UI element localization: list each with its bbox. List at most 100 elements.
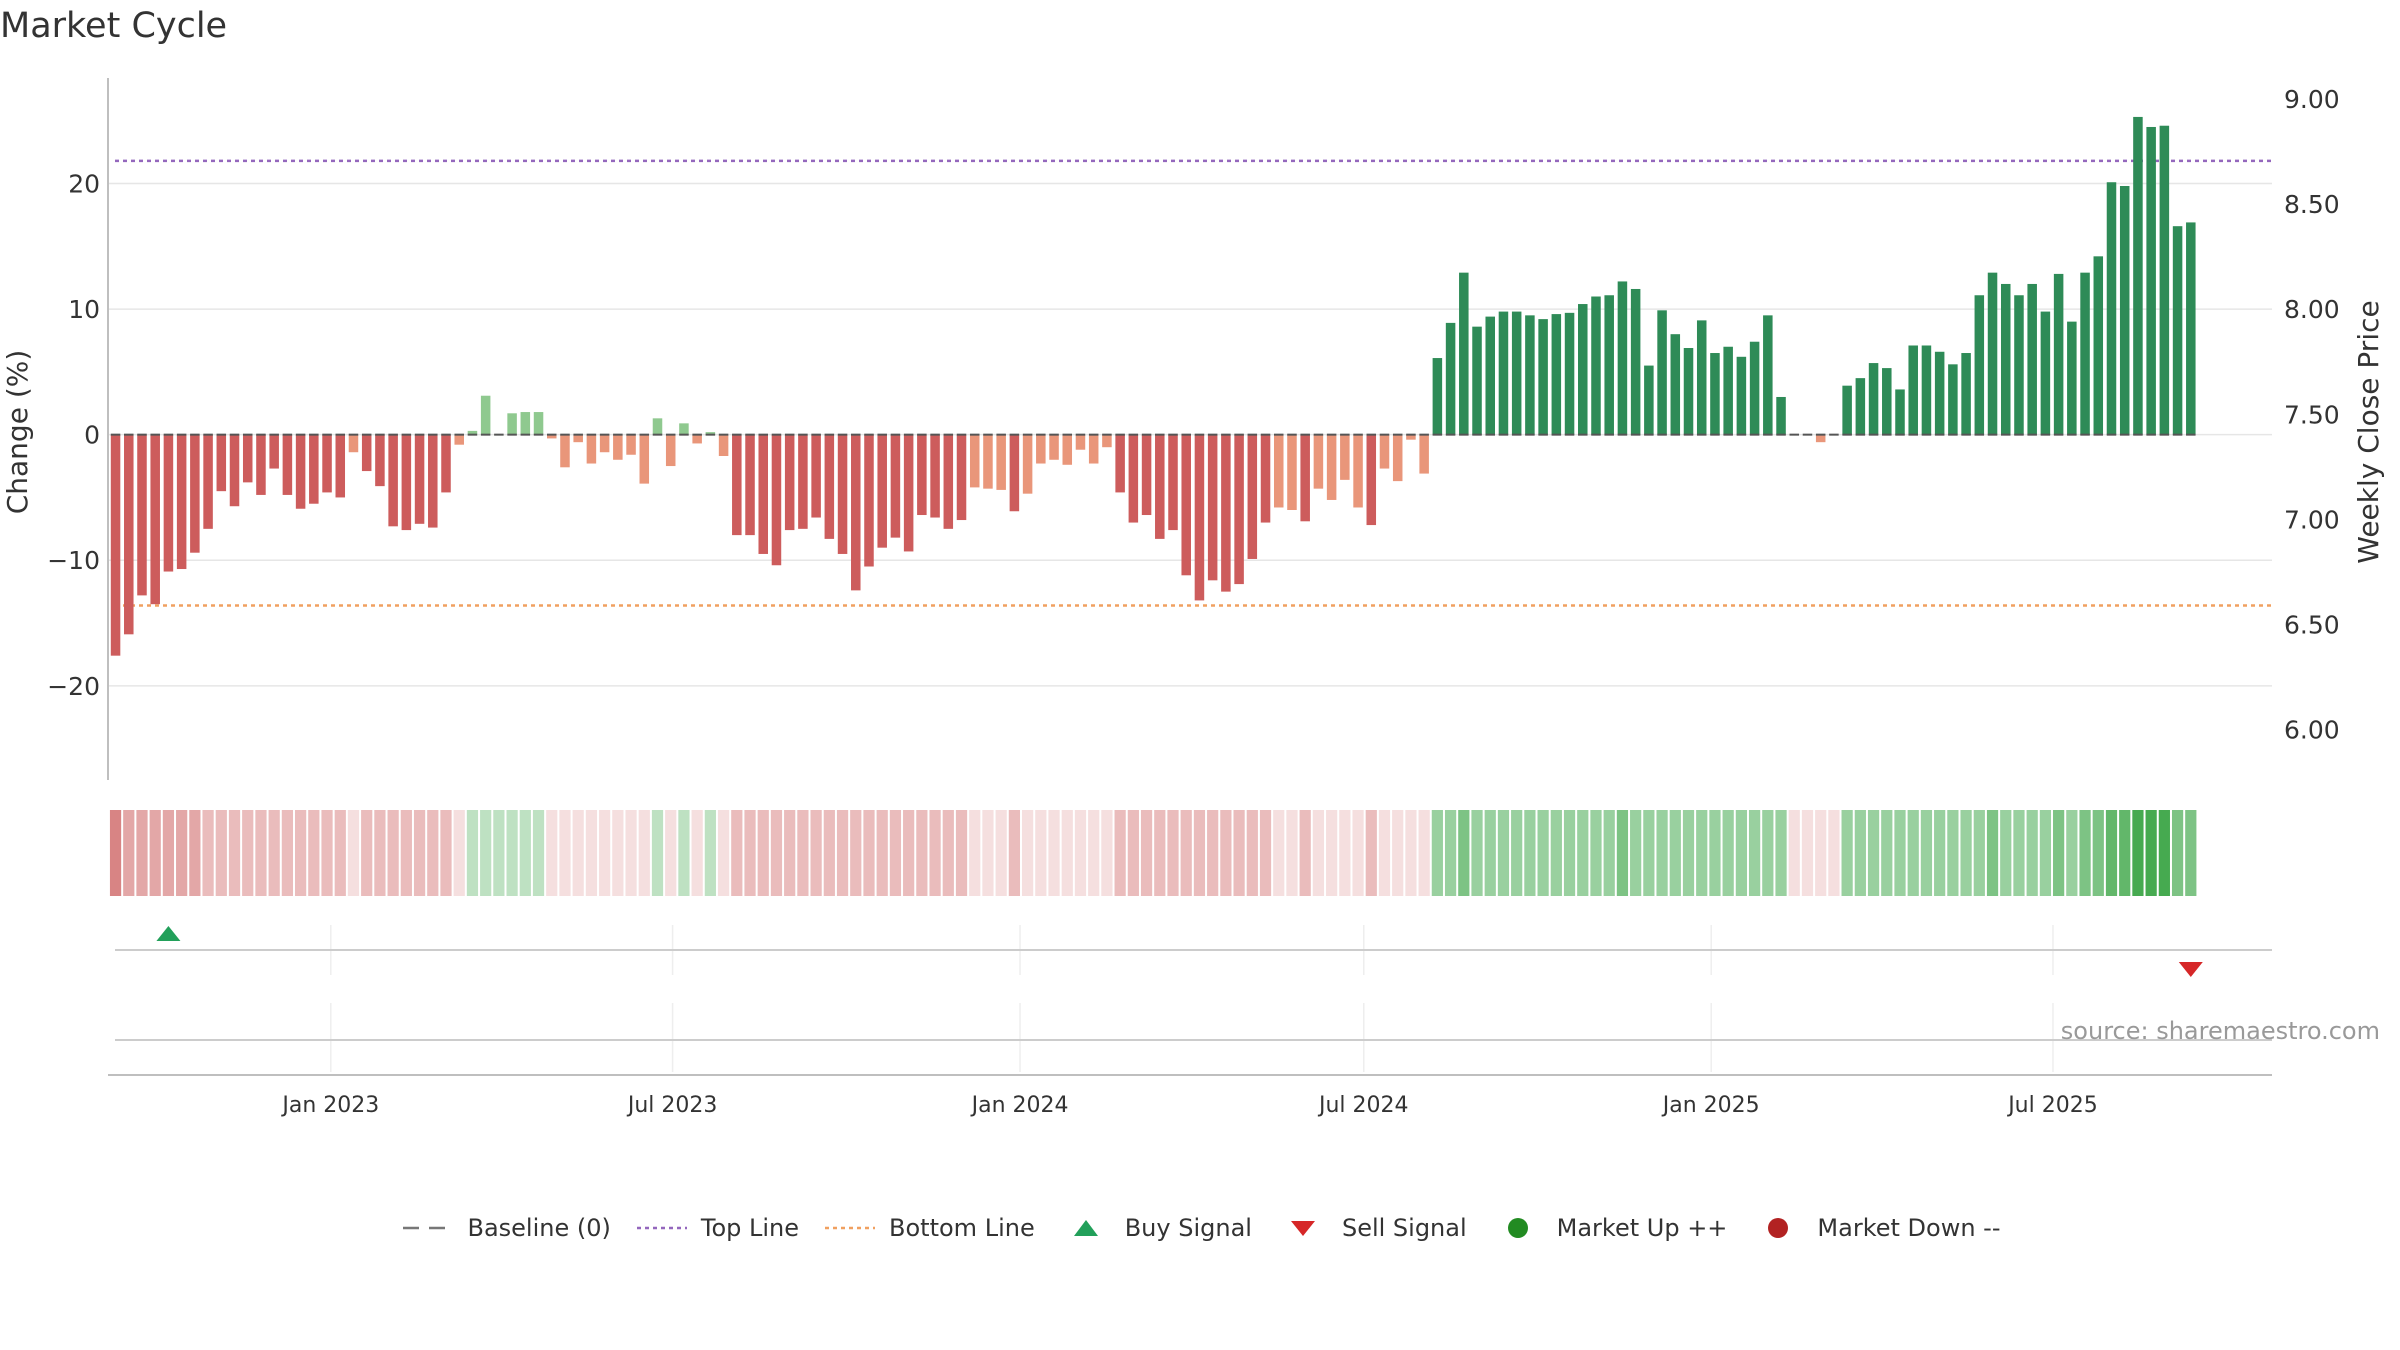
bar — [1326, 434, 1337, 500]
bar — [1102, 434, 1112, 448]
strength-cell — [982, 810, 994, 896]
strength-cell — [2119, 810, 2131, 896]
strength-cell — [1920, 810, 1933, 896]
strength-cell — [1762, 810, 1774, 896]
strength-cell — [228, 810, 241, 896]
strength-cell — [374, 810, 386, 896]
bar — [322, 434, 332, 493]
y-axis-label-left: Change (%) — [1, 350, 34, 515]
strength-cell — [836, 810, 849, 896]
bar — [1168, 434, 1178, 531]
legend-symbol-triangle-down — [1274, 1213, 1332, 1243]
strength-cell — [532, 810, 545, 896]
bar — [784, 434, 795, 531]
legend-label: Top Line — [700, 1214, 800, 1242]
legend-symbol-dot — [821, 1213, 879, 1243]
bar — [110, 434, 121, 656]
y-tick-label-right: 9.00 — [2284, 85, 2340, 114]
strength-cell — [427, 810, 439, 896]
strength-cell — [1867, 810, 1880, 896]
buy-signal-marker — [156, 926, 181, 941]
strength-cell — [969, 810, 981, 896]
y-tick-label-right: 6.50 — [2284, 610, 2340, 639]
strength-cell — [1021, 810, 1034, 896]
strength-cell — [242, 810, 254, 896]
bar — [2172, 226, 2183, 435]
strength-cell — [1061, 810, 1073, 896]
bar — [1868, 363, 1879, 435]
strength-cell — [2132, 810, 2144, 896]
bar — [639, 434, 650, 484]
bar — [2119, 186, 2130, 435]
strength-cell — [2158, 810, 2170, 896]
strength-cell — [1140, 810, 1153, 896]
strength-cell — [109, 810, 122, 896]
bar — [586, 434, 597, 464]
strength-cell — [1682, 810, 1695, 896]
bar — [2053, 273, 2064, 435]
y-tick-label-right: 7.00 — [2284, 505, 2340, 534]
strength-cell — [400, 810, 412, 896]
strength-cell — [691, 810, 703, 896]
bar — [441, 434, 451, 493]
bar — [1221, 434, 1231, 592]
bar — [745, 434, 755, 536]
strength-cell — [1656, 810, 1668, 896]
strength-cell — [1378, 810, 1391, 896]
strength-cell — [321, 810, 333, 896]
strength-cell — [334, 810, 346, 896]
x-tick-label: Jul 2025 — [2006, 1093, 2098, 1118]
bar — [1511, 311, 1522, 435]
bar — [1472, 326, 1482, 435]
strength-cell — [599, 810, 611, 896]
bar — [969, 434, 980, 488]
bar — [176, 434, 187, 570]
bar — [401, 434, 412, 531]
bar — [1300, 434, 1310, 522]
strength-cell — [1815, 810, 1827, 896]
bar — [758, 434, 769, 554]
source-label: source: sharemaestro.com — [2061, 1017, 2380, 1045]
strength-cell — [546, 810, 558, 896]
strength-cell — [1154, 810, 1166, 896]
strength-cell — [1035, 810, 1047, 896]
strength-cell — [1114, 810, 1126, 896]
bar — [190, 434, 200, 553]
strength-cell — [1008, 810, 1020, 896]
bar — [1855, 378, 1866, 435]
strength-cell — [1352, 810, 1364, 896]
bars — [110, 116, 2196, 656]
bar — [983, 434, 993, 489]
legend: Baseline (0) Top Line Bottom Line Buy Signa… — [0, 1208, 2400, 1248]
bar — [150, 434, 160, 605]
strength-cell — [1748, 810, 1761, 896]
bar — [1525, 315, 1535, 435]
strength-cell — [1405, 810, 1417, 896]
bar — [388, 434, 398, 527]
bar — [1445, 322, 1456, 435]
strength-cell — [1312, 810, 1325, 896]
strength-cell — [268, 810, 280, 896]
strength-cell — [1801, 810, 1814, 896]
strength-cell — [1207, 810, 1219, 896]
strength-cell — [1497, 810, 1510, 896]
strength-cell — [1180, 810, 1192, 896]
bar — [1815, 434, 1826, 443]
strength-cell — [189, 810, 201, 896]
bar — [124, 434, 134, 635]
bar — [1498, 311, 1509, 435]
legend-symbol-dash — [399, 1213, 457, 1243]
bar — [1088, 434, 1099, 464]
bar — [1882, 368, 1892, 435]
strength-cell — [876, 810, 888, 896]
strength-cell — [1339, 810, 1351, 896]
legend-label: Market Down -- — [1817, 1214, 2001, 1242]
bar — [1128, 434, 1139, 523]
legend-symbol-circle — [1749, 1213, 1807, 1243]
strength-cell — [1709, 810, 1721, 896]
strength-cell — [651, 810, 664, 896]
bar — [705, 432, 716, 435]
bar — [533, 412, 544, 435]
strength-cell — [1854, 810, 1866, 896]
